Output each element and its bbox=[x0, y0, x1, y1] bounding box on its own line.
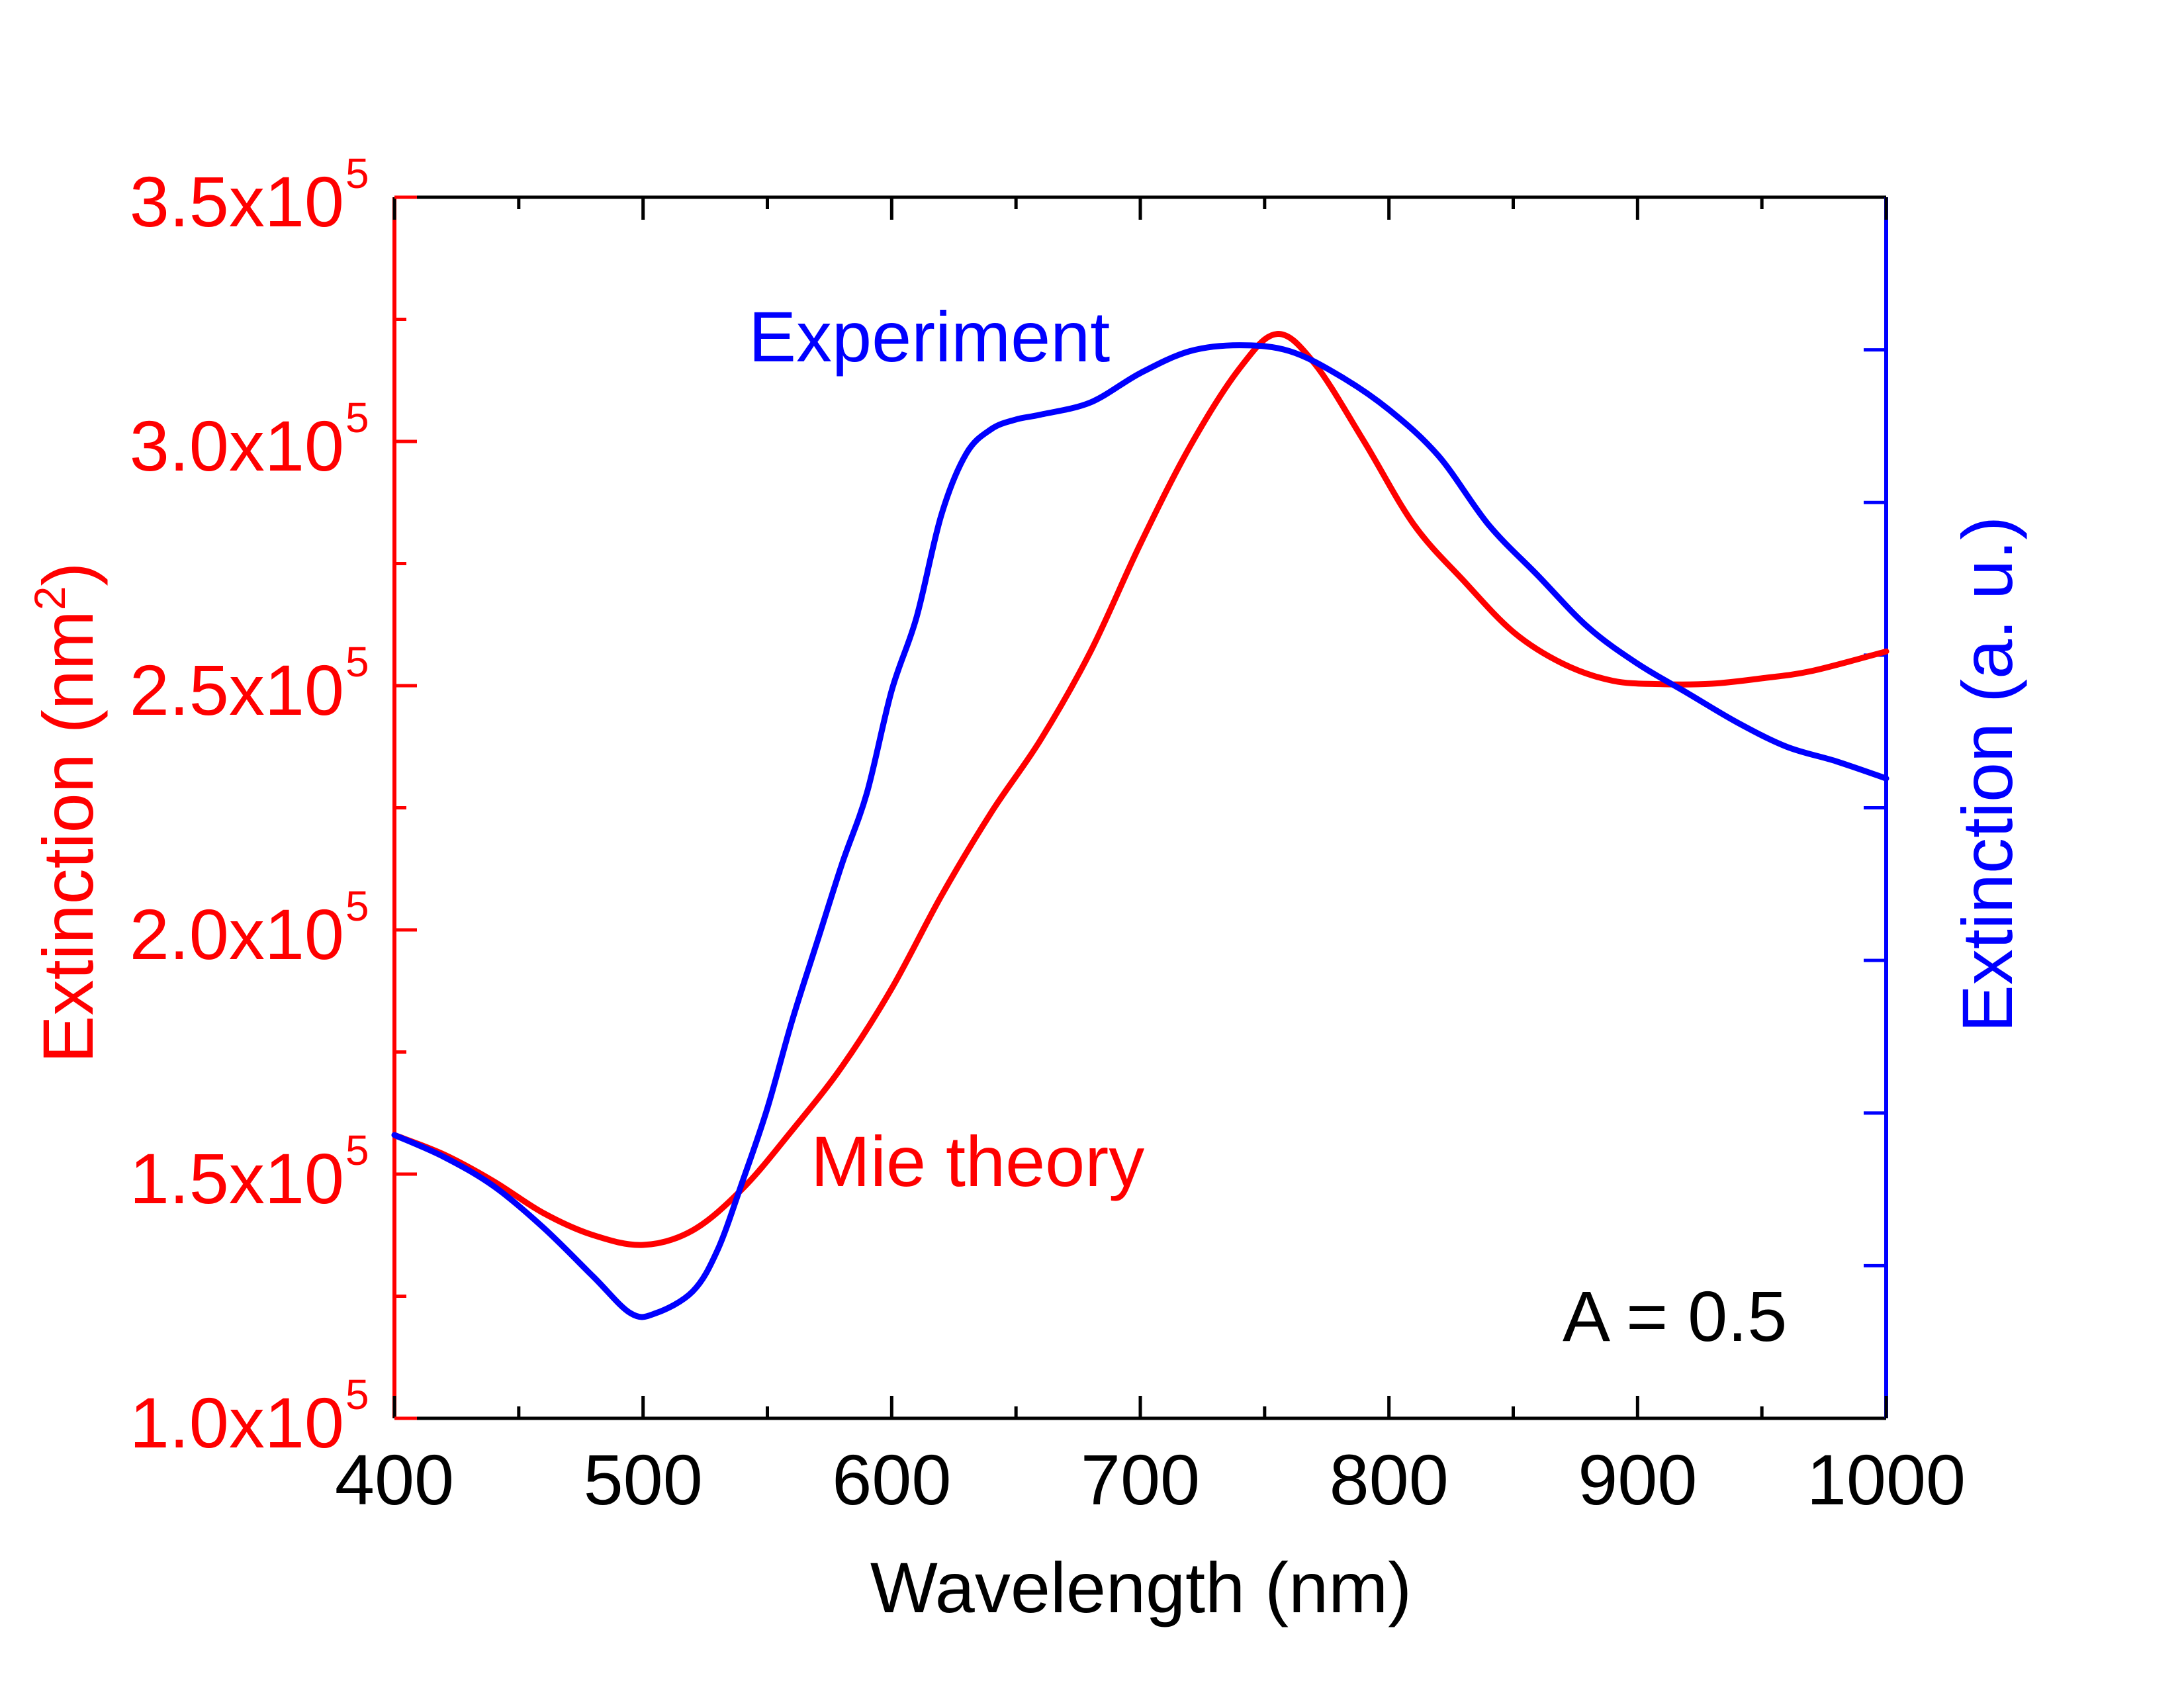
annotation-a-value: A = 0.5 bbox=[1563, 1276, 1787, 1356]
series-line-mie-theory bbox=[391, 331, 1889, 1248]
y-tick-label-left-350000: 3.5x10 bbox=[130, 161, 344, 242]
y-tick-label-left-150000: 1.5x10 bbox=[130, 1138, 344, 1218]
x-tick-label-400: 400 bbox=[335, 1440, 454, 1520]
y-tick-label-exponent-300000: 5 bbox=[345, 394, 369, 441]
y-axis-label-right: Extinction (a. u.) bbox=[1947, 516, 2027, 1032]
y-axis-label-left: Extinction (nm2) bbox=[25, 563, 108, 1064]
y-axis-label-left-close: ) bbox=[28, 563, 108, 586]
y-axis-label-left-base: Extinction (nm bbox=[28, 610, 108, 1063]
y-tick-label-left-300000: 3.0x10 bbox=[130, 406, 344, 486]
x-tick-label-900: 900 bbox=[1578, 1440, 1697, 1520]
series-line-experiment bbox=[391, 342, 1889, 1320]
y-tick-label-left-100000: 1.0x10 bbox=[130, 1383, 344, 1463]
x-axis-label: Wavelength (nm) bbox=[870, 1547, 1412, 1627]
x-tick-label-700: 700 bbox=[1081, 1440, 1200, 1520]
series-label-experiment: Experiment bbox=[749, 297, 1110, 377]
x-tick-label-800: 800 bbox=[1330, 1440, 1449, 1520]
y-tick-label-exponent-100000: 5 bbox=[345, 1371, 369, 1418]
series-label-mie-theory: Mie theory bbox=[811, 1121, 1144, 1201]
x-tick-label-500: 500 bbox=[584, 1440, 703, 1520]
y-axis-label-left-superscript: 2 bbox=[25, 586, 74, 611]
y-tick-label-exponent-150000: 5 bbox=[345, 1126, 369, 1174]
x-tick-label-600: 600 bbox=[832, 1440, 951, 1520]
y-tick-label-exponent-200000: 5 bbox=[345, 882, 369, 930]
y-tick-label-exponent-350000: 5 bbox=[345, 150, 369, 197]
y-tick-label-left-250000: 2.5x10 bbox=[130, 650, 344, 730]
y-tick-label-left-200000: 2.0x10 bbox=[130, 894, 344, 974]
y-tick-label-exponent-250000: 5 bbox=[345, 638, 369, 686]
x-tick-label-1000: 1000 bbox=[1807, 1440, 1966, 1520]
